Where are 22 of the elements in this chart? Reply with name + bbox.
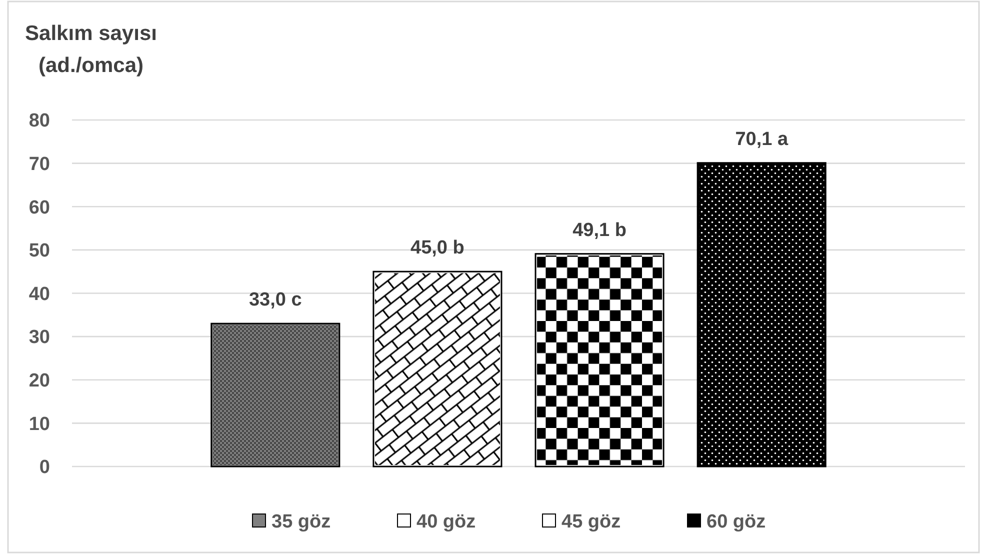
y-tick-label: 30	[28, 327, 50, 348]
data-label: 45,0 b	[410, 238, 464, 259]
data-label: 33,0 c	[248, 290, 302, 311]
data-label: 70,1 a	[735, 128, 788, 150]
legend-label: 60 göz	[706, 512, 766, 533]
bar	[696, 162, 826, 468]
y-tick-label: 10	[28, 414, 50, 435]
y-tick-label: 50	[28, 240, 50, 262]
legend-label: 35 göz	[272, 512, 331, 533]
y-tick-label: 80	[28, 110, 50, 132]
y-tick-label: 40	[28, 284, 50, 305]
legend-label: 40 göz	[416, 512, 476, 533]
y-tick-label: 20	[28, 370, 50, 392]
y-axis-title: Salkım sayısı (ad./omca)	[25, 22, 157, 77]
y-tick-label: 60	[28, 197, 50, 218]
y-tick-label: 0	[39, 457, 50, 478]
y-tick-label: 70	[28, 154, 50, 175]
bar	[534, 253, 664, 468]
bar	[372, 270, 502, 468]
bar	[210, 322, 340, 468]
legend-label: 45 göz	[562, 512, 621, 533]
data-label: 49,1 b	[572, 220, 626, 241]
